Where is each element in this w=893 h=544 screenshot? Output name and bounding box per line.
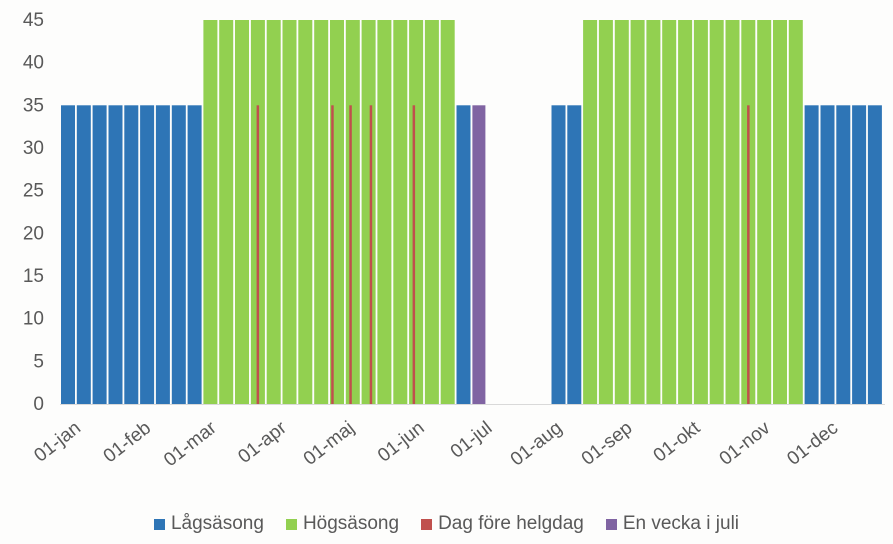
bar [773,20,787,404]
bar [369,105,373,405]
bar [678,20,693,404]
legend-label-dag-fore-helgdag: Dag före helgdag [438,513,584,534]
x-tick-label: 01-maj [300,417,359,469]
bar [440,20,455,404]
bar [187,105,202,405]
bar [331,105,334,405]
legend-label-en-vecka-i-juli: En vecka i juli [622,513,740,534]
bar [171,105,186,405]
bar [867,105,882,405]
bar [567,105,582,405]
legend-swatch-hogsasong [285,518,297,530]
bar [76,105,91,405]
bar [747,105,750,405]
legend-swatch-en-vecka-i-juli [605,518,617,530]
y-tick-label: 35 [23,95,44,116]
bar [725,20,740,404]
bar [140,105,155,405]
legend-item-hogsasong: Högsäsong [285,513,400,535]
y-tick-label: 20 [23,223,44,244]
y-tick-label: 10 [23,309,44,330]
bar [349,105,352,405]
bar [124,105,139,405]
bar [412,105,416,405]
bar [583,20,598,404]
bar [456,105,471,405]
bar [393,20,408,404]
bar [219,20,234,404]
bar [804,105,819,405]
bar [155,105,170,405]
bar [598,20,613,404]
x-tick-label: 01-sep [578,417,637,469]
bar [630,20,645,404]
chart-plot: 0 5 10 15 20 25 30 35 40 45 01-jan 01-feb 01-mar 01-a… [23,10,885,471]
legend-swatch-dag-fore-helgdag [421,518,433,530]
bar [92,105,107,405]
y-tick-label: 5 [33,351,44,372]
bar [298,20,313,404]
bar [693,20,708,404]
legend-label-lagsasong: Lågsäsong [170,513,264,534]
bar [709,20,724,404]
bar [820,105,835,405]
x-tick-label: 01-okt [650,417,705,467]
bar [852,105,867,405]
bar [314,20,329,404]
x-tick-label: 01-jan [30,417,85,466]
y-tick-label: 0 [33,394,44,415]
bar [836,105,851,405]
bar [256,105,260,405]
legend-item-en-vecka-i-juli: En vecka i juli [605,513,740,535]
y-tick-label: 40 [23,53,44,74]
bar [361,20,376,404]
legend-swatch-lagsasong [153,518,165,530]
bar [614,20,629,404]
bar [472,105,486,405]
bar [345,20,360,404]
bar [424,20,439,404]
bar [377,20,392,404]
bar [551,105,566,405]
bar [266,20,281,404]
bar [108,105,123,405]
x-tick-label: 01-jul [447,417,497,462]
bar [757,20,772,404]
x-tick-label: 01-dec [783,417,842,469]
y-tick-label: 25 [23,181,44,202]
bar [61,105,75,405]
x-tick-label: 01-apr [234,417,291,468]
x-tick-label: 01-nov [716,417,775,470]
x-tick-label: 01-mar [160,417,221,471]
bar [646,20,661,404]
bar [662,20,677,404]
legend-item-dag-fore-helgdag: Dag före helgdag [421,513,584,535]
x-tick-label: 01-jun [374,417,429,466]
legend-item-lagsasong: Lågsäsong [153,513,264,535]
x-tick-label: 01-feb [100,417,155,467]
bar [235,20,249,404]
y-tick-label: 15 [23,266,44,287]
x-tick-label: 01-aug [507,417,567,470]
y-tick-label: 45 [23,10,44,31]
bar [282,20,297,404]
bar [788,20,803,404]
legend-label-hogsasong: Högsäsong [302,513,400,534]
bar [409,20,424,404]
chart-legend: Lågsäsong Högsäsong Dag före helgdag En … [0,512,893,536]
bar [203,20,218,404]
y-tick-label: 30 [23,138,44,159]
